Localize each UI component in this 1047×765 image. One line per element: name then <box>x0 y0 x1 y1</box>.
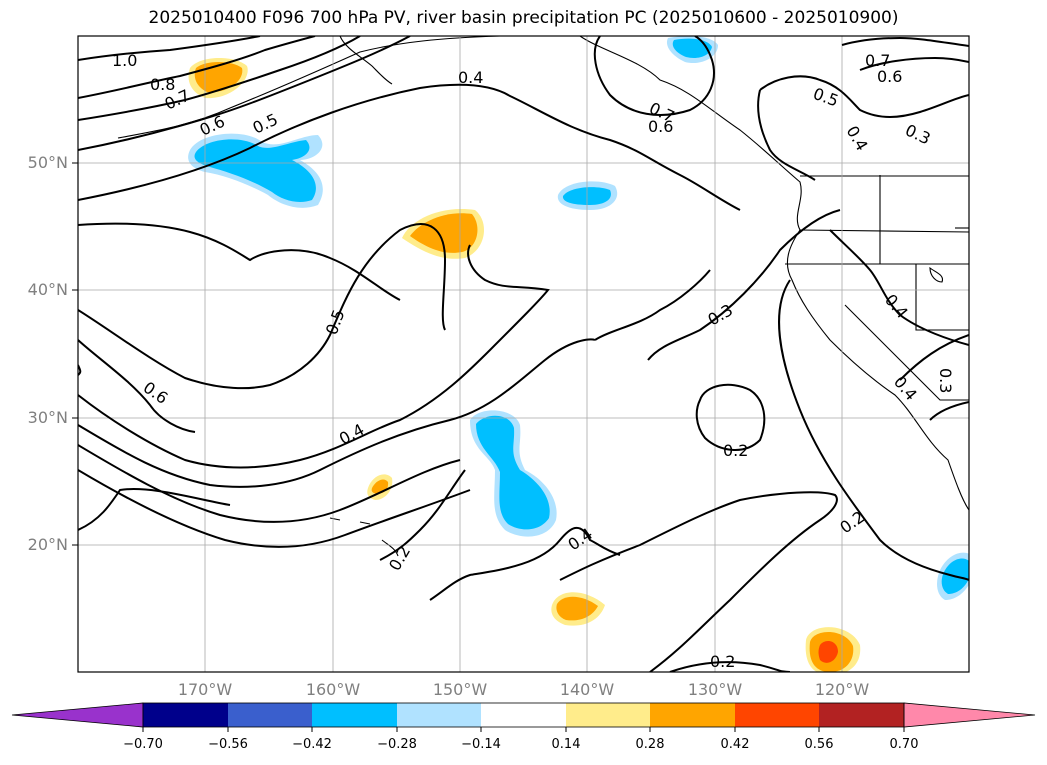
axis-ticks <box>72 162 78 546</box>
lat-label-20n: 20°N <box>27 535 68 554</box>
contour-label: 0.2 <box>385 542 414 574</box>
contour-label: 0.2 <box>836 507 868 537</box>
lon-label-150w: 150°W <box>432 680 488 699</box>
contour-label: 0.6 <box>877 67 902 86</box>
contour-label: 0.8 <box>150 75 175 94</box>
contour-label: 0.3 <box>902 120 933 148</box>
colorbar-tick-label: −0.70 <box>123 737 163 752</box>
contour-label: 0.6 <box>648 117 673 136</box>
contour-label: 0.4 <box>843 123 872 155</box>
lon-label-170w: 170°W <box>177 680 233 699</box>
contour-label: 0.6 <box>140 378 172 408</box>
colorbar-tick-label: −0.42 <box>292 737 332 752</box>
contour-label: 0.3 <box>936 368 955 393</box>
contour-label: 0.7 <box>865 51 890 70</box>
colorbar-tick-label: −0.28 <box>377 737 417 752</box>
lon-label-140w: 140°W <box>559 680 615 699</box>
lat-label-30n: 30°N <box>27 408 68 427</box>
contour-label: 0.5 <box>322 307 349 337</box>
pv-contours <box>78 36 969 672</box>
contour-label: 0.4 <box>890 372 921 404</box>
contour-label: 0.4 <box>336 420 367 449</box>
lon-label-120w: 120°W <box>814 680 870 699</box>
lon-label-130w: 130°W <box>687 680 743 699</box>
colorbar <box>11 702 1036 732</box>
lon-label-160w: 160°W <box>305 680 361 699</box>
colorbar-tick-label: 0.70 <box>889 737 919 752</box>
contour-label: 0.5 <box>250 110 281 138</box>
map-frame <box>77 35 970 673</box>
contour-label: 0.2 <box>710 652 735 671</box>
colorbar-tick-label: 0.28 <box>635 737 665 752</box>
lat-label-50n: 50°N <box>27 153 68 172</box>
contour-label: 0.4 <box>458 68 483 87</box>
colorbar-tick-label: −0.56 <box>208 737 248 752</box>
colorbar-tick-label: 0.42 <box>720 737 750 752</box>
lat-label-40n: 40°N <box>27 280 68 299</box>
contour-label: 1.0 <box>112 51 137 70</box>
colorbar-tick-label: −0.14 <box>461 737 501 752</box>
colorbar-tick-label: 0.56 <box>804 737 834 752</box>
contour-label: 0.2 <box>723 441 748 460</box>
graticule <box>78 36 969 672</box>
colorbar-tick-label: 0.14 <box>551 737 581 752</box>
map-title: 2025010400 F096 700 hPa PV, river basin … <box>148 8 899 28</box>
contour-label: 0.4 <box>564 524 596 554</box>
